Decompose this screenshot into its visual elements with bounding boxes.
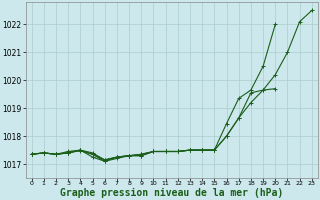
X-axis label: Graphe pression niveau de la mer (hPa): Graphe pression niveau de la mer (hPa): [60, 188, 283, 198]
